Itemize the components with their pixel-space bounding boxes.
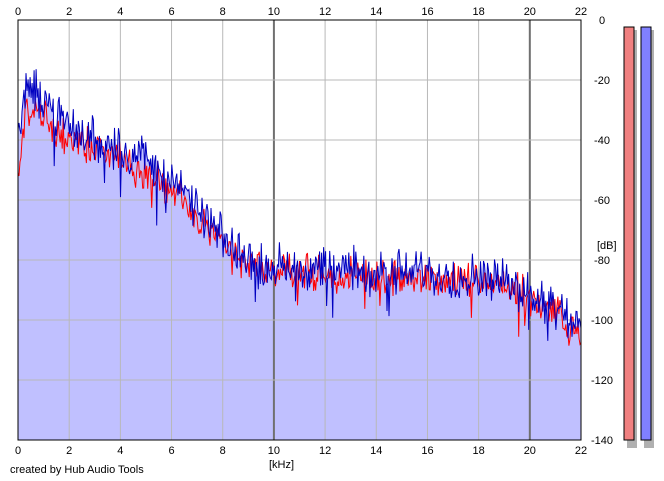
- y-tick-label: -140: [591, 435, 613, 447]
- y-tick-label: -80: [594, 255, 610, 267]
- level-meter-left: [623, 26, 635, 441]
- x-tick-label-top: 0: [15, 6, 21, 18]
- x-tick-label-bottom: 14: [370, 445, 382, 457]
- x-axis-label: [kHz]: [269, 459, 294, 471]
- y-tick-labels: 0 -20 -40 -60 -80 -100 -120 -140: [591, 15, 613, 447]
- x-tick-label-top: 20: [524, 6, 536, 18]
- x-tick-label-top: 10: [268, 6, 280, 18]
- series-right-channel-line: [17, 69, 582, 341]
- credit-text: created by Hub Audio Tools: [10, 464, 144, 476]
- y-tick-label: -100: [591, 315, 613, 327]
- x-tick-label-top: 2: [66, 6, 72, 18]
- x-tick-label-top: 12: [319, 6, 331, 18]
- x-tick-labels-top: 0 2 4 6 8 10 12 14 16 18 20 22: [15, 6, 587, 18]
- x-tick-label-bottom: 16: [421, 445, 433, 457]
- x-tick-label-bottom: 4: [117, 445, 123, 457]
- x-tick-label-bottom: 0: [15, 445, 21, 457]
- x-tick-label-bottom: 20: [524, 445, 536, 457]
- x-tick-label-bottom: 10: [268, 445, 280, 457]
- y-axis-label: [dB]: [597, 240, 617, 252]
- y-tick-label: -40: [594, 135, 610, 147]
- spectrum-fill-area: [18, 69, 581, 440]
- x-tick-label-top: 14: [370, 6, 382, 18]
- x-tick-label-top: 16: [421, 6, 433, 18]
- plot-border: [17, 19, 582, 441]
- x-tick-label-bottom: 8: [220, 445, 226, 457]
- level-meter-right: [640, 26, 652, 441]
- x-tick-label-top: 6: [168, 6, 174, 18]
- x-tick-label-top: 8: [220, 6, 226, 18]
- y-tick-label: -120: [591, 375, 613, 387]
- level-meters: [623, 26, 654, 448]
- x-tick-label-top: 18: [473, 6, 485, 18]
- y-tick-label: -60: [594, 195, 610, 207]
- x-tick-label-top: 4: [117, 6, 123, 18]
- y-tick-label: -20: [594, 75, 610, 87]
- x-tick-label-top: 22: [575, 6, 587, 18]
- x-tick-labels-bottom: 0 2 4 6 8 10 12 14 16 18 20 22: [15, 445, 587, 457]
- x-tick-label-bottom: 2: [66, 445, 72, 457]
- x-tick-label-bottom: 18: [473, 445, 485, 457]
- x-tick-label-bottom: 6: [168, 445, 174, 457]
- x-tick-label-bottom: 12: [319, 445, 331, 457]
- y-tick-label: 0: [599, 15, 605, 27]
- x-tick-label-bottom: 22: [575, 445, 587, 457]
